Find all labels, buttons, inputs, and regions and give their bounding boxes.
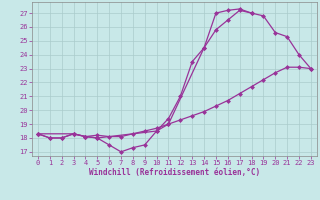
- X-axis label: Windchill (Refroidissement éolien,°C): Windchill (Refroidissement éolien,°C): [89, 168, 260, 177]
